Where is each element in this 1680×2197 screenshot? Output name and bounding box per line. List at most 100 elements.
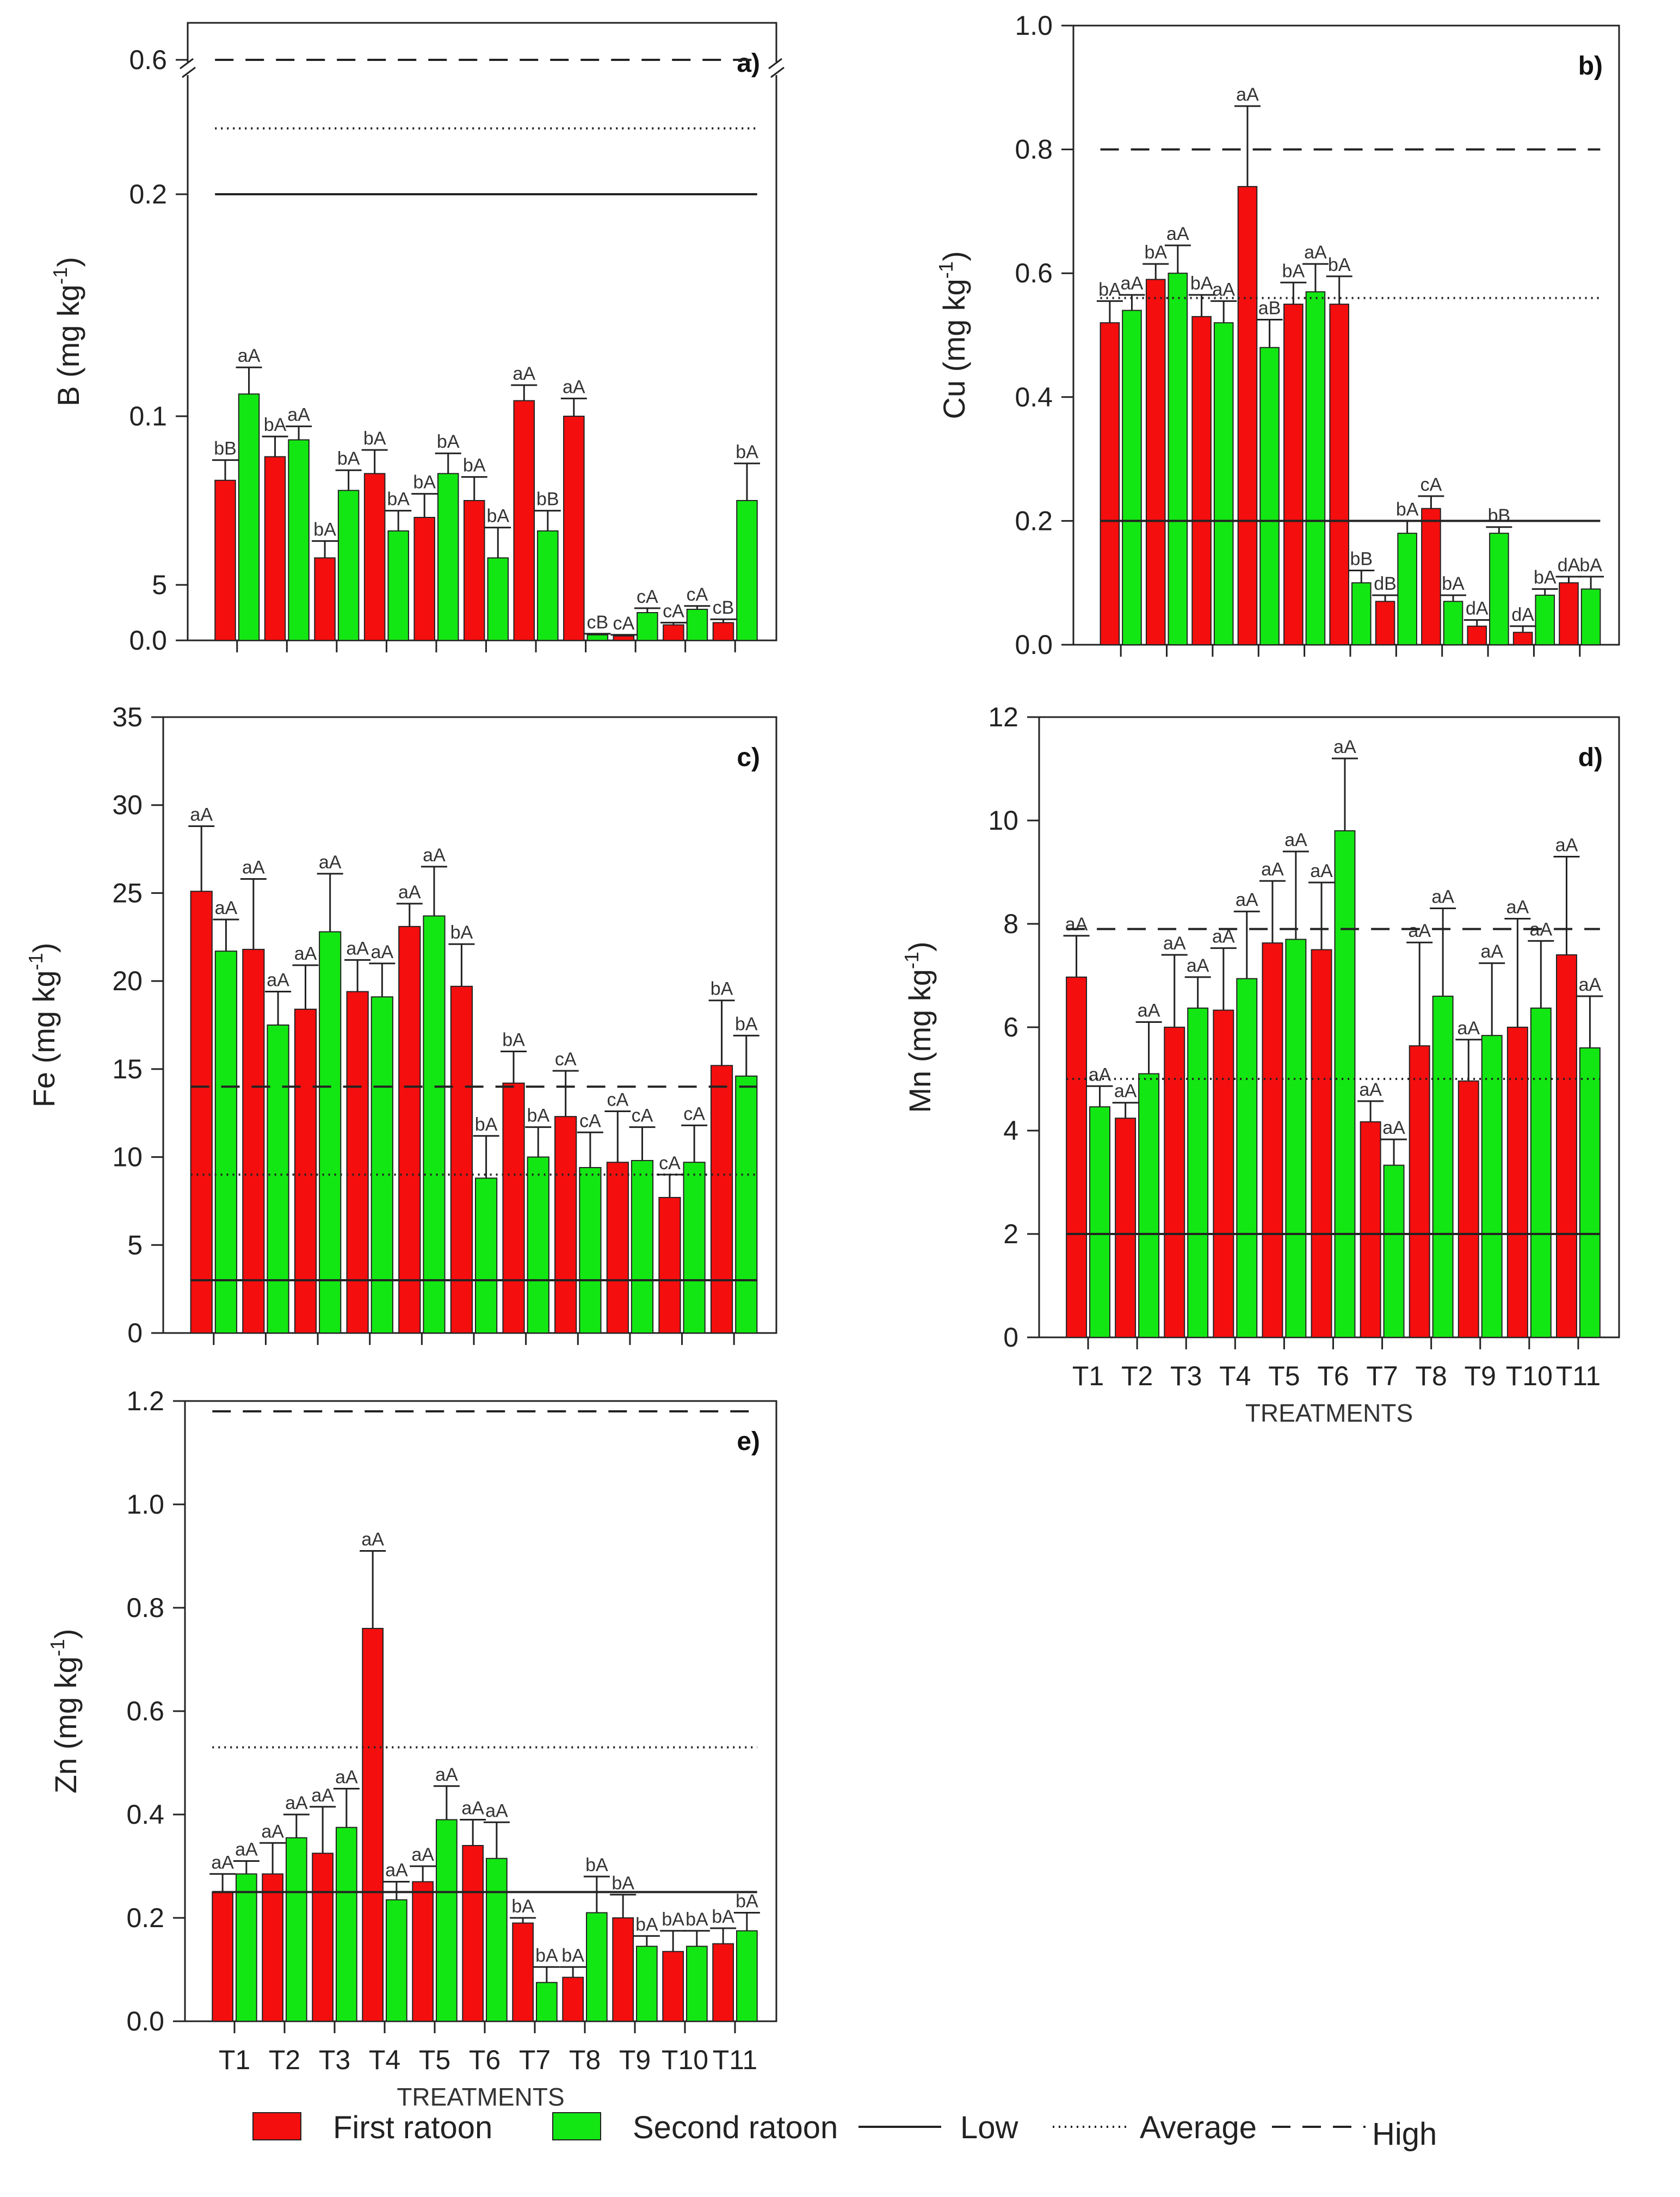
- significance-label: aA: [411, 1844, 434, 1865]
- significance-label: aA: [361, 1529, 384, 1550]
- significance-label: bA: [313, 519, 336, 540]
- significance-label: aA: [1114, 1081, 1137, 1102]
- bar-second-ratoon-T10: [686, 1946, 708, 2022]
- bar-first-ratoon-T3: [1191, 316, 1212, 645]
- bar-second-ratoon-T9: [637, 612, 658, 641]
- significance-label: aA: [385, 1860, 408, 1881]
- axis-break-mark: [180, 58, 194, 70]
- bar-second-ratoon-T3: [1213, 322, 1234, 645]
- bar-second-ratoon-T5: [437, 473, 459, 641]
- bar-first-ratoon-T7: [513, 400, 535, 641]
- x-tick-label: T2: [269, 2045, 300, 2075]
- bar-first-ratoon-T9: [1467, 625, 1487, 645]
- significance-label: cA: [1420, 474, 1442, 495]
- significance-label: aA: [287, 405, 310, 425]
- bar-second-ratoon-T11: [1579, 1047, 1601, 1338]
- x-axis-title: TREATMENTS: [1245, 1399, 1413, 1427]
- bar-second-ratoon-T10: [1535, 594, 1555, 645]
- bar-first-ratoon-T4: [1237, 186, 1258, 645]
- y-axis-title-text: B (mg kg: [51, 285, 85, 406]
- bar-second-ratoon-T4: [387, 530, 409, 641]
- significance-label: aA: [346, 938, 369, 959]
- bar-first-ratoon-T6: [462, 1845, 484, 2022]
- bar-first-ratoon-T7: [512, 1922, 534, 2022]
- significance-label: aA: [238, 345, 261, 366]
- significance-label: cA: [555, 1049, 577, 1070]
- bar-second-ratoon-T11: [736, 500, 758, 641]
- legend-label-first-ratoon: First ratoon: [333, 2110, 492, 2145]
- y-tick-label: 1.0: [126, 1489, 164, 1520]
- significance-label: dA: [1558, 555, 1580, 576]
- y-tick-label: 0.8: [126, 1593, 164, 1623]
- bar-first-ratoon-T9: [1457, 1080, 1479, 1338]
- significance-label: bB: [1350, 548, 1373, 569]
- significance-label: bA: [736, 1891, 758, 1912]
- bar-second-ratoon-T1: [214, 951, 238, 1334]
- x-tick-label: T4: [1219, 1361, 1251, 1391]
- significance-label: bA: [1534, 567, 1557, 588]
- significance-label: aA: [1236, 890, 1258, 910]
- bar-second-ratoon-T2: [286, 1837, 307, 2022]
- y-axis-title-superscript: -1: [900, 952, 923, 969]
- bar-first-ratoon-T3: [312, 1853, 334, 2022]
- bar-first-ratoon-T5: [398, 925, 421, 1334]
- x-tick-label: T10: [1506, 1361, 1553, 1391]
- bar-second-ratoon-T2: [267, 1025, 289, 1334]
- legend-label-second-ratoon: Second ratoon: [633, 2110, 838, 2145]
- significance-label: bA: [486, 506, 509, 527]
- significance-label: bA: [1396, 499, 1419, 520]
- legend-swatch-first-ratoon: [252, 2112, 301, 2140]
- y-tick-label: 4: [1003, 1115, 1018, 1146]
- significance-label: cA: [659, 1153, 681, 1174]
- bar-second-ratoon-T7: [537, 530, 559, 641]
- significance-label: bA: [635, 1914, 658, 1935]
- significance-label: bA: [511, 1896, 534, 1917]
- bar-second-ratoon-T10: [683, 1162, 706, 1334]
- significance-label: bA: [1328, 255, 1351, 275]
- y-tick-label: 0.0: [126, 2006, 164, 2036]
- bar-second-ratoon-T7: [1383, 1164, 1405, 1338]
- significance-label: aA: [435, 1764, 458, 1785]
- bar-second-ratoon-T5: [1305, 291, 1326, 645]
- significance-label: aA: [1408, 921, 1431, 941]
- y-tick-label: 2: [1003, 1219, 1018, 1249]
- bar-second-ratoon-T8: [579, 1167, 602, 1334]
- bar-second-ratoon-T11: [736, 1930, 758, 2022]
- x-tick-label: T9: [619, 2045, 651, 2075]
- significance-label: bA: [735, 1014, 758, 1034]
- bar-first-ratoon-T10: [1512, 632, 1533, 645]
- bar-first-ratoon-T8: [554, 1116, 577, 1334]
- bar-second-ratoon-T10: [1530, 1007, 1552, 1338]
- bar-first-ratoon-T4: [362, 1628, 384, 2022]
- significance-label: aA: [1121, 273, 1144, 294]
- y-axis-title-text: Fe (mg kg: [27, 970, 61, 1107]
- bar-first-ratoon-T10: [663, 624, 684, 641]
- bar-first-ratoon-T6: [1329, 304, 1349, 645]
- x-tick-label: T9: [1465, 1361, 1496, 1391]
- bar-second-ratoon-T5: [423, 915, 446, 1334]
- y-tick-label: 0.0: [129, 625, 167, 656]
- y-tick-label: 0.2: [126, 1903, 164, 1933]
- x-tick-label: T5: [419, 2045, 450, 2075]
- y-tick-label: 0.2: [1015, 505, 1053, 536]
- y-tick-label: 0.2: [129, 179, 167, 209]
- bar-second-ratoon-T4: [1236, 978, 1258, 1338]
- significance-label: bA: [264, 415, 287, 435]
- x-tick-label: T5: [1268, 1361, 1300, 1391]
- x-tick-label: T2: [1121, 1361, 1153, 1391]
- significance-label: aA: [1310, 861, 1333, 881]
- panel-label: a): [737, 49, 760, 78]
- bar-first-ratoon-T11: [1556, 954, 1577, 1338]
- bar-second-ratoon-T1: [1089, 1106, 1110, 1338]
- legend-label-low: Low: [960, 2110, 1019, 2145]
- y-axis-title-close: ): [27, 943, 61, 953]
- bar-first-ratoon-T4: [363, 473, 386, 641]
- x-tick-label: T1: [1072, 1361, 1104, 1391]
- x-tick-label: T7: [519, 2045, 551, 2075]
- significance-label: bA: [387, 489, 410, 510]
- significance-label: cB: [587, 612, 609, 633]
- bar-first-ratoon-T7: [502, 1082, 525, 1334]
- y-tick-label: 0.4: [1015, 382, 1053, 412]
- legend-swatch-second-ratoon: [552, 2112, 601, 2140]
